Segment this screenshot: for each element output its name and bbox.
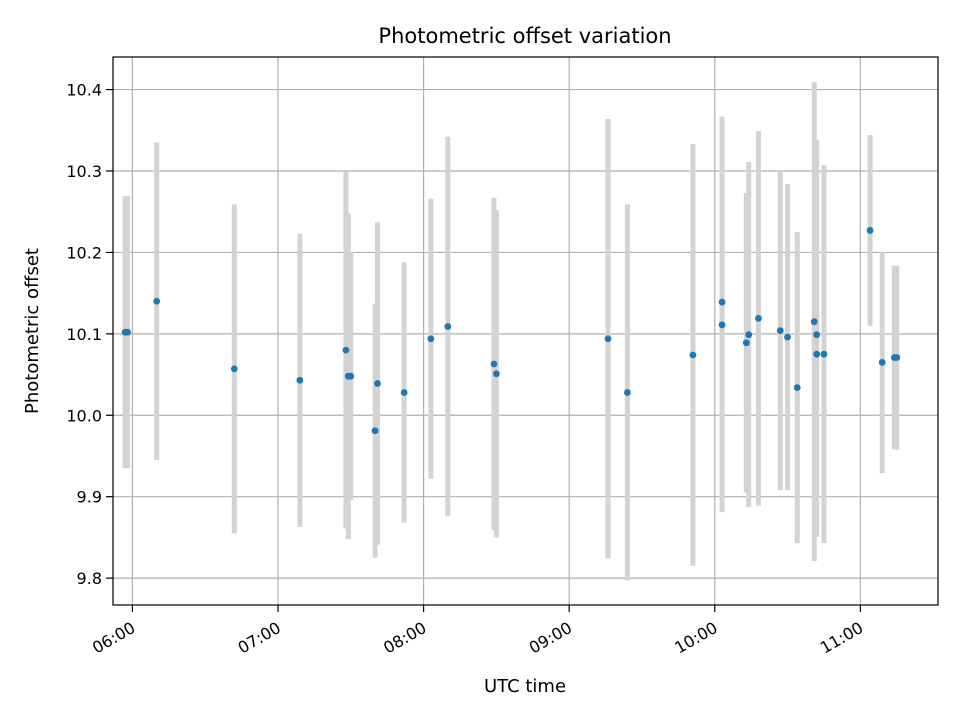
data-point bbox=[427, 335, 435, 343]
data-points bbox=[121, 227, 901, 435]
data-point bbox=[400, 389, 408, 396]
y-axis-ticks: 9.8 9.9 10.0 10.1 10.2 10.3 10.4 bbox=[66, 81, 113, 588]
y-tick-label: 10.1 bbox=[66, 325, 102, 344]
x-axis-label: UTC time bbox=[484, 676, 566, 697]
data-point bbox=[793, 384, 801, 391]
data-point bbox=[755, 314, 762, 322]
data-point bbox=[745, 331, 753, 339]
y-tick-label: 10.2 bbox=[66, 243, 102, 262]
data-point bbox=[624, 389, 631, 396]
data-point bbox=[124, 328, 131, 336]
y-tick-label: 10.4 bbox=[66, 81, 102, 100]
data-point bbox=[810, 318, 818, 326]
data-point bbox=[820, 350, 828, 358]
chart-title: Photometric offset variation bbox=[378, 24, 671, 48]
data-point bbox=[342, 346, 350, 354]
plot-frame bbox=[112, 56, 939, 606]
data-point bbox=[813, 331, 821, 339]
data-point bbox=[742, 339, 750, 347]
data-point bbox=[153, 297, 161, 305]
data-point bbox=[718, 321, 726, 329]
y-tick-label: 10.0 bbox=[66, 406, 102, 425]
data-point bbox=[604, 335, 612, 343]
data-point bbox=[813, 350, 821, 358]
y-axis-label: Photometric offset bbox=[22, 248, 43, 414]
y-tick-label: 10.3 bbox=[66, 162, 102, 181]
data-point bbox=[230, 365, 238, 373]
data-point bbox=[444, 323, 452, 330]
data-point bbox=[490, 360, 498, 368]
data-point bbox=[374, 380, 381, 387]
data-point bbox=[878, 358, 886, 366]
y-tick-label: 9.8 bbox=[77, 569, 102, 588]
data-point bbox=[347, 372, 355, 380]
data-point bbox=[296, 376, 304, 384]
data-point bbox=[689, 351, 697, 359]
data-point bbox=[866, 227, 874, 234]
data-point bbox=[784, 333, 791, 341]
data-point bbox=[776, 327, 784, 334]
y-tick-label: 9.9 bbox=[77, 488, 102, 507]
data-point bbox=[718, 298, 726, 306]
grid-lines bbox=[113, 57, 938, 605]
data-point bbox=[893, 354, 901, 361]
data-point bbox=[492, 370, 500, 378]
data-point bbox=[371, 427, 379, 435]
